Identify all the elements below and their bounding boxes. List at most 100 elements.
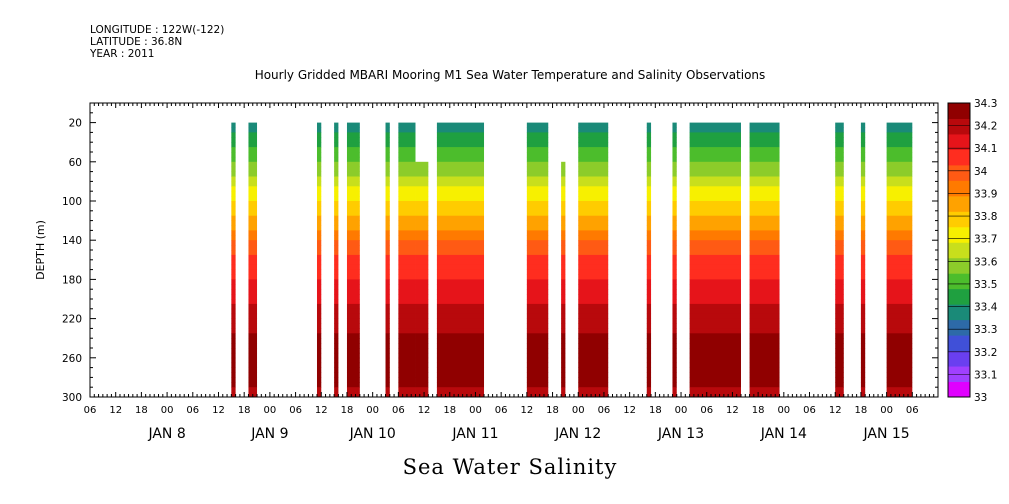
heatmap-cell [578, 338, 609, 344]
heatmap-cell [672, 348, 677, 354]
heatmap-cell [398, 372, 416, 378]
heatmap-cell [886, 166, 913, 172]
heatmap-cell [646, 176, 652, 182]
heatmap-cell [415, 196, 429, 202]
heatmap-cell [248, 191, 258, 197]
heatmap-cell [248, 210, 258, 217]
heatmap-cell [835, 382, 844, 388]
heatmap-cell [860, 308, 866, 315]
heatmap-cell [346, 225, 360, 231]
heatmap-cell [231, 225, 236, 231]
heatmap-cell [334, 196, 339, 202]
heatmap-cell [436, 323, 485, 329]
heatmap-cell [385, 245, 390, 251]
heatmap-cell [385, 318, 390, 324]
heatmap-cell [526, 377, 549, 383]
heatmap-cell [231, 240, 236, 246]
heatmap-cell [415, 348, 429, 354]
heatmap-cell [398, 303, 416, 310]
heatmap-cell [436, 196, 485, 202]
heatmap-cell [316, 313, 322, 319]
heatmap-cell [689, 176, 741, 182]
x-day-label: JAN 9 [250, 426, 288, 442]
heatmap-cell [436, 274, 485, 280]
heatmap-cell [835, 147, 844, 153]
heatmap-cell [436, 186, 485, 192]
heatmap-cell [886, 313, 913, 319]
heatmap-cell [415, 343, 429, 349]
heatmap-cell [385, 303, 390, 310]
heatmap-cell [749, 318, 780, 324]
heatmap-cell [316, 279, 322, 285]
x-tick-label: 06 [84, 405, 97, 416]
colorbar-swatch [948, 335, 970, 352]
heatmap-cell [886, 205, 913, 212]
heatmap-cell [672, 279, 677, 285]
heatmap-cell [385, 254, 390, 261]
heatmap-cell [231, 235, 236, 241]
heatmap-cell [436, 254, 485, 261]
x-tick-label: 12 [726, 405, 739, 416]
heatmap-cell [561, 382, 566, 388]
heatmap-cell [526, 387, 549, 393]
heatmap-cell [860, 294, 866, 300]
heatmap-cell [231, 313, 236, 319]
heatmap-cell [415, 284, 429, 290]
heatmap-cell [398, 362, 416, 368]
x-tick-label: 06 [392, 405, 405, 416]
heatmap-cell [672, 357, 677, 364]
heatmap-cell [526, 299, 549, 305]
heatmap-cell [231, 171, 236, 177]
heatmap-cell [578, 323, 609, 329]
longitude-label: LONGITUDE : 122W(-122) [90, 24, 225, 36]
heatmap-cell [526, 289, 549, 295]
heatmap-cell [646, 343, 652, 349]
heatmap-cell [749, 181, 780, 187]
heatmap-cell [835, 274, 844, 280]
heatmap-cell [646, 348, 652, 354]
heatmap-cell [578, 147, 609, 153]
heatmap-cell [561, 230, 566, 236]
heatmap-cell [248, 352, 258, 359]
colorbar-swatch [948, 133, 970, 150]
heatmap-cell [231, 215, 236, 221]
heatmap-cell [578, 357, 609, 364]
heatmap-cell [749, 313, 780, 319]
heatmap-cell [526, 152, 549, 158]
heatmap-cell [346, 220, 360, 226]
colorbar-label: 33.9 [974, 188, 997, 200]
heatmap-cell [415, 328, 429, 334]
heatmap-cell [248, 372, 258, 378]
heatmap-cell [385, 176, 390, 182]
x-tick-label: 12 [109, 405, 122, 416]
colorbar-swatch [948, 366, 970, 383]
colorbar-label: 33.3 [974, 324, 997, 336]
heatmap-cell [415, 240, 429, 246]
heatmap-cell [886, 181, 913, 187]
heatmap-cell [385, 196, 390, 202]
heatmap-cell [248, 387, 258, 393]
heatmap-cell [578, 348, 609, 354]
heatmap-cell [334, 382, 339, 388]
heatmap-cell [561, 392, 566, 398]
heatmap-cell [646, 254, 652, 261]
colorbar-label: 33.5 [974, 279, 997, 291]
heatmap-cell [860, 166, 866, 172]
heatmap-cell [334, 132, 339, 138]
heatmap-cell [398, 225, 416, 231]
heatmap-cell [248, 362, 258, 368]
heatmap-cell [398, 328, 416, 334]
plot-frame [89, 102, 939, 398]
heatmap-cell [316, 240, 322, 246]
heatmap-cell [436, 264, 485, 270]
heatmap-cell [835, 284, 844, 290]
heatmap-cell [689, 137, 741, 143]
heatmap-cell [334, 323, 339, 329]
x-tick-label: 06 [598, 405, 611, 416]
heatmap-cell [398, 387, 416, 393]
heatmap-cell [526, 122, 549, 128]
heatmap-cell [561, 269, 566, 275]
heatmap-cell [835, 161, 844, 168]
x-tick-label: 12 [829, 405, 842, 416]
heatmap-cell [672, 201, 677, 207]
